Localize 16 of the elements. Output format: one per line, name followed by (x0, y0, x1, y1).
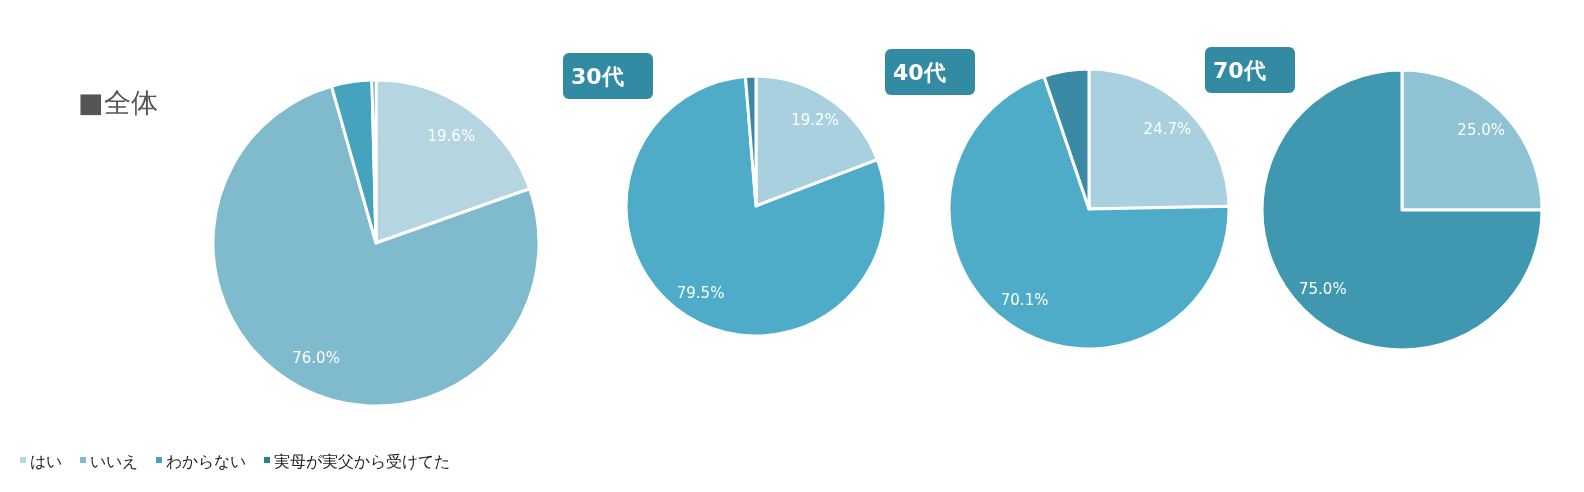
data-label: 19.6% (427, 127, 476, 146)
data-label: 24.7% (1143, 119, 1192, 138)
data-label: 76.0% (292, 349, 340, 368)
chart-title: 40代 (893, 60, 946, 85)
legend-label: はい (30, 451, 62, 471)
data-label: 70.1% (1000, 291, 1049, 310)
data-label: 79.5% (676, 284, 725, 303)
data-label: 75.0% (1298, 279, 1347, 298)
data-label: 25.0% (1457, 121, 1506, 140)
chart-title: 30代 (571, 64, 624, 89)
legend-label: いいえ (90, 451, 138, 471)
legend-label: わからない (166, 451, 246, 471)
data-label: 19.2% (791, 110, 839, 129)
legend-label: 実母が実父から受けてた (274, 451, 450, 471)
chart-title: 70代 (1213, 58, 1266, 83)
chart-title: ■全体 (78, 87, 158, 118)
